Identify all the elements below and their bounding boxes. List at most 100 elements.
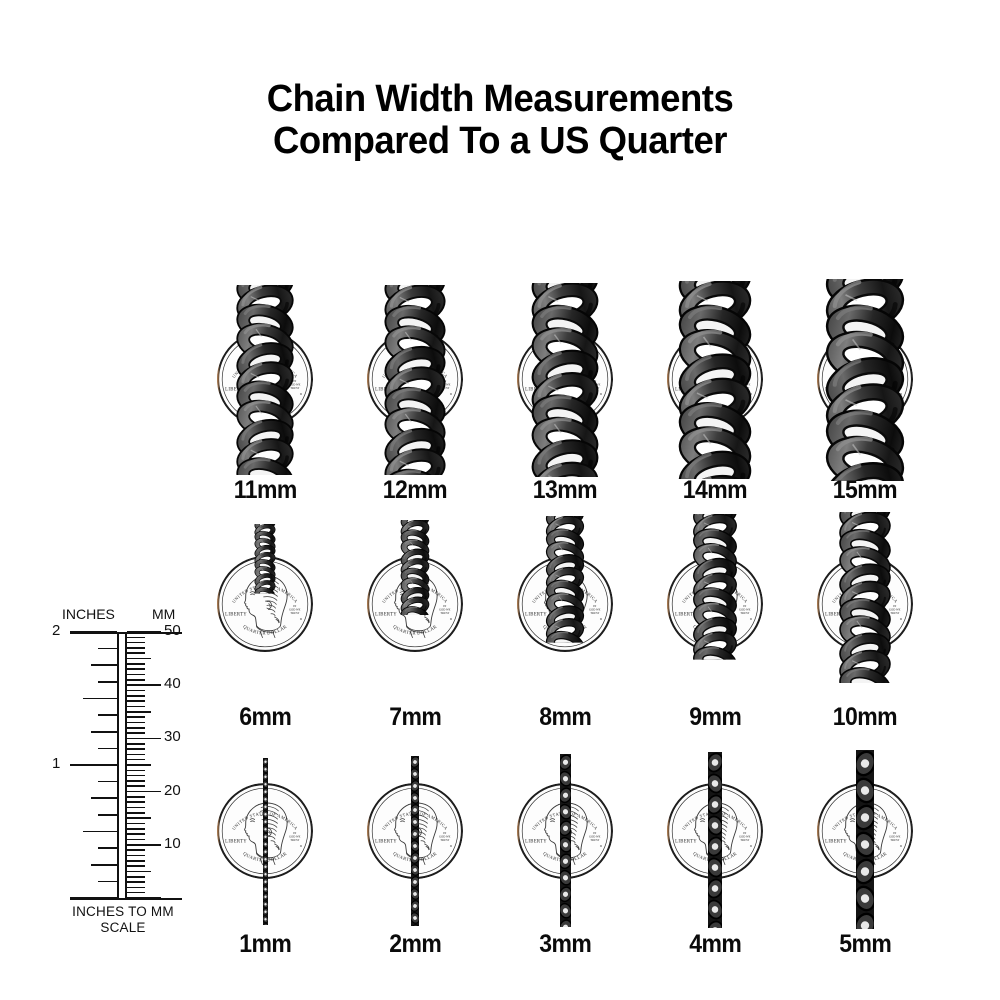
ruler-header: INCHES MM <box>52 606 192 624</box>
chain-width-label: 2mm <box>340 930 490 959</box>
ruler-mm-tick <box>127 886 145 889</box>
ruler-inch-tick <box>83 830 117 833</box>
ruler-mm-tick <box>127 833 145 835</box>
chain-sample-cell[interactable]: UNITED STATES OF AMERICA QUARTER DOLLAR … <box>190 0 340 1000</box>
ruler-mm-tick <box>127 897 161 899</box>
ruler-footer-line-1: INCHES TO MM <box>72 904 174 919</box>
chain-sample-11mm[interactable] <box>235 285 295 475</box>
chain-sample-13mm[interactable] <box>530 283 600 505</box>
ruler-mm-tick <box>127 748 145 750</box>
chain-artwork <box>410 756 420 948</box>
ruler-mm-tick <box>127 774 145 777</box>
chain-width-label: 8mm <box>490 703 640 732</box>
ruler-bottom-border <box>70 898 182 900</box>
ruler-mm-tick <box>127 631 161 633</box>
chain-sample-cell[interactable]: UNITED STATES OF AMERICA QUARTER DOLLAR … <box>640 0 790 1000</box>
ruler-mm-tick <box>127 737 161 740</box>
legend-liberty: LIBERTY <box>375 839 397 844</box>
chain-sample-9mm[interactable] <box>692 514 738 705</box>
ruler-inch-tick <box>98 814 117 816</box>
legend-motto: IN GOD WE TRUST <box>289 831 301 842</box>
svg-text:GOD WE: GOD WE <box>439 607 451 611</box>
chain-sample-1mm[interactable] <box>261 758 269 938</box>
chain-width-label-text: 7mm <box>388 703 442 731</box>
ruler-inch-label: 1 <box>52 755 61 772</box>
mintmark: D <box>900 617 903 621</box>
mintmark: D <box>450 392 453 396</box>
ruler-inch-tick <box>91 664 117 667</box>
ruler-inch-tick <box>98 647 117 650</box>
svg-text:GOD WE: GOD WE <box>739 607 751 611</box>
ruler-mm-tick <box>127 689 145 692</box>
chain-sample-cell[interactable]: UNITED STATES OF AMERICA QUARTER DOLLAR … <box>640 0 790 1000</box>
legend-motto: IN GOD WE TRUST <box>439 604 451 615</box>
ruler-mm-tick <box>127 806 145 809</box>
ruler-mm-tick <box>127 663 145 665</box>
ruler-mm-tick <box>127 684 161 686</box>
ruler-mm-tick <box>127 668 145 671</box>
chain-width-label-text: 15mm <box>832 476 898 504</box>
coin-edge-copper <box>517 344 520 414</box>
ruler-inch-label: 2 <box>52 622 61 639</box>
chain-width-label-text: 14mm <box>682 476 748 504</box>
chain-sample-2mm[interactable] <box>410 756 420 948</box>
ruler-mm-tick <box>127 796 145 798</box>
inches-to-mm-ruler: INCHES MM 2 1 50 40 30 20 10 INCHES TO MM SCAL… <box>52 606 192 946</box>
chain-sample-cell[interactable]: UNITED STATES OF AMERICA QUARTER DOLLAR … <box>790 0 940 1000</box>
chain-sample-10mm[interactable] <box>838 512 892 706</box>
chain-sample-6mm[interactable] <box>254 524 276 700</box>
chain-width-label-text: 11mm <box>233 476 297 504</box>
svg-text:GOD WE: GOD WE <box>289 607 301 611</box>
svg-text:IN: IN <box>593 379 597 383</box>
ruler-inch-tick <box>91 863 117 866</box>
chain-sample-cell[interactable]: UNITED STATES OF AMERICA QUARTER DOLLAR … <box>190 0 340 1000</box>
legend-motto: IN GOD WE TRUST <box>889 831 901 842</box>
chain-sample-cell[interactable]: UNITED STATES OF AMERICA QUARTER DOLLAR … <box>790 0 940 1000</box>
ruler-mm-label: 40 <box>164 675 181 693</box>
chain-sample-cell[interactable]: UNITED STATES OF AMERICA QUARTER DOLLAR … <box>490 0 640 1000</box>
chain-sample-cell[interactable]: UNITED STATES OF AMERICA QUARTER DOLLAR … <box>340 0 490 1000</box>
chain-sample-cell[interactable]: UNITED STATES OF AMERICA QUARTER DOLLAR … <box>340 0 490 1000</box>
chain-width-label: 14mm <box>640 476 790 505</box>
coin-edge-copper <box>667 344 670 414</box>
ruler-mm-label: 20 <box>164 781 181 799</box>
chain-sample-cell[interactable]: UNITED STATES OF AMERICA QUARTER DOLLAR … <box>490 0 640 1000</box>
ruler-mm-tick <box>127 780 145 782</box>
chain-sample-4mm[interactable] <box>706 752 724 962</box>
ruler-inch-tick <box>91 797 117 800</box>
ruler-footer: INCHES TO MM SCALE <box>52 904 194 936</box>
svg-text:TRUST: TRUST <box>890 611 899 615</box>
chain-width-label: 5mm <box>790 930 940 959</box>
chain-sample-12mm[interactable] <box>383 285 447 488</box>
legend-liberty: LIBERTY <box>375 612 397 617</box>
chain-sample-cell[interactable]: UNITED STATES OF AMERICA QUARTER DOLLAR … <box>190 0 340 1000</box>
mintmark: D <box>300 844 303 848</box>
svg-text:TRUST: TRUST <box>290 838 299 842</box>
chain-width-label: 9mm <box>640 703 790 732</box>
chain-sample-5mm[interactable] <box>854 750 876 966</box>
ruler-inch-tick <box>98 681 117 683</box>
chain-sample-cell[interactable]: UNITED STATES OF AMERICA QUARTER DOLLAR … <box>640 0 790 1000</box>
chain-sample-cell[interactable]: UNITED STATES OF AMERICA QUARTER DOLLAR … <box>490 0 640 1000</box>
ruler-mm-tick <box>127 679 145 681</box>
chain-artwork <box>545 516 585 643</box>
ruler-mm-tick <box>127 647 145 649</box>
chain-sample-3mm[interactable] <box>558 754 572 952</box>
ruler-mm-tick <box>127 636 145 639</box>
chain-sample-cell[interactable]: UNITED STATES OF AMERICA QUARTER DOLLAR … <box>340 0 490 1000</box>
ruler-mm-tick <box>127 657 151 660</box>
chain-width-label-text: 5mm <box>838 930 892 958</box>
chain-sample-8mm[interactable] <box>545 516 585 704</box>
mintmark: D <box>750 844 753 848</box>
chain-artwork <box>706 752 724 962</box>
mintmark: D <box>750 617 753 621</box>
chain-width-label-text: 12mm <box>382 476 448 504</box>
svg-text:IN: IN <box>443 604 447 608</box>
chain-width-label: 10mm <box>790 703 940 732</box>
chain-artwork <box>693 514 737 660</box>
svg-text:TRUST: TRUST <box>890 838 899 842</box>
chain-sample-7mm[interactable] <box>400 520 430 702</box>
svg-text:GOD WE: GOD WE <box>289 382 301 386</box>
svg-text:TRUST: TRUST <box>740 611 749 615</box>
ruler-mm-tick <box>127 641 145 644</box>
